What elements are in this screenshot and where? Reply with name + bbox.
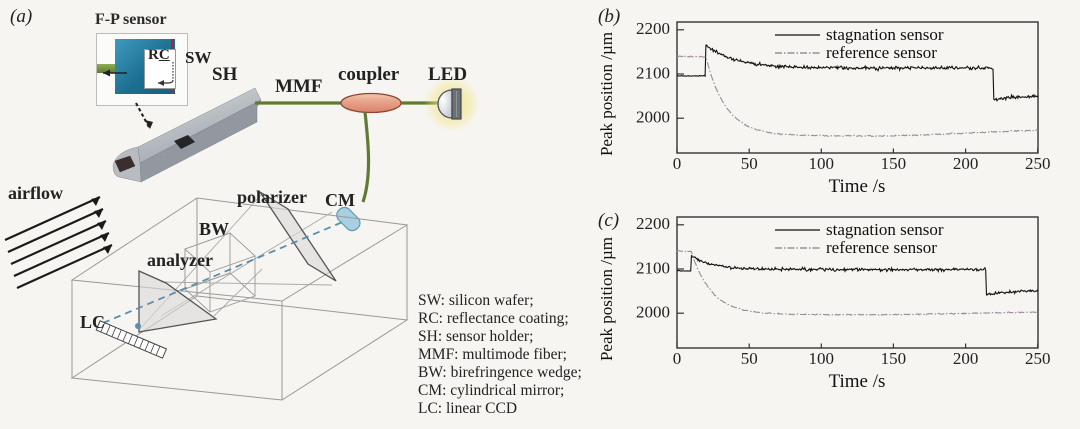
svg-text:SW: silicon wafer;: SW: silicon wafer;: [418, 292, 534, 309]
svg-text:RC: reflectance coating;: RC: reflectance coating;: [418, 310, 569, 327]
svg-text:SH: sensor holder;: SH: sensor holder;: [418, 328, 533, 345]
svg-text:MMF: multimode fiber;: MMF: multimode fiber;: [418, 346, 567, 363]
svg-text:analyzer: analyzer: [147, 250, 213, 270]
svg-text:CM: cylindrical mirror;: CM: cylindrical mirror;: [418, 382, 564, 399]
svg-text:BW: birefringence wedge;: BW: birefringence wedge;: [418, 364, 582, 381]
svg-text:airflow: airflow: [8, 183, 63, 203]
svg-text:BW: BW: [199, 219, 229, 239]
svg-text:LC: LC: [80, 312, 105, 332]
svg-text:LC: linear CCD: LC: linear CCD: [418, 400, 517, 417]
svg-text:polarizer: polarizer: [237, 187, 307, 207]
